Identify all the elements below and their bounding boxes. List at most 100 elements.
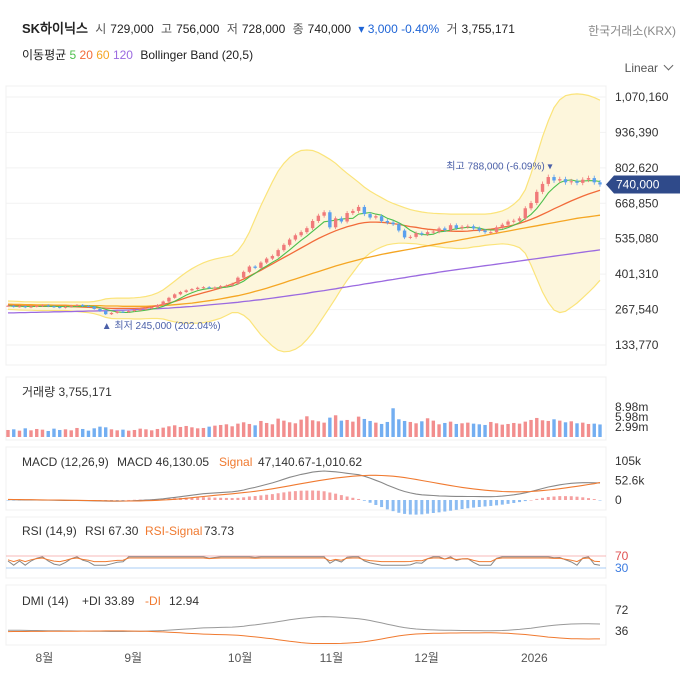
volume-bar [144,429,148,437]
volume-bar [546,420,550,437]
macd-line [7,470,601,502]
volume-bar [420,421,424,437]
macd-histogram-bar [374,500,378,505]
candle-body [172,294,177,298]
candle-body [126,311,131,313]
candle-body [540,183,545,192]
price-axis-tick: 401,310 [615,267,659,281]
ma20-legend[interactable]: 20 [79,48,93,62]
rsi-signal-value: 73.73 [204,524,234,538]
macd-histogram-bar [224,497,228,500]
candle-body [443,228,447,230]
candle-body [270,255,275,259]
volume-bar [391,408,395,437]
macd-histogram-bar [247,496,251,500]
volume-bar [35,428,39,437]
macd-histogram-bar [397,500,401,513]
bollinger-band-area [8,93,600,352]
volume-bar [81,428,85,437]
macd-histogram-bar [518,500,522,503]
candle-body [431,231,436,233]
ma60-legend[interactable]: 60 [96,48,110,62]
candle-body [385,220,390,223]
macd-histogram-bar [443,500,447,512]
candle-body [144,308,148,310]
candle-body [35,306,39,308]
volume-bar [282,420,286,437]
macd-histogram-bar [598,500,602,501]
volume-bar [161,427,165,437]
macd-histogram-bar [230,498,234,500]
scale-mode-select[interactable]: Linear [624,61,658,75]
dmi-minus-line [7,630,600,644]
macd-histogram-bar [236,497,240,500]
candle-body [230,283,234,286]
candle-body [328,212,332,228]
candle-body [184,290,188,292]
volume-bar [270,424,275,437]
volume-label: 거 [446,22,458,36]
macd-histogram-bar [581,497,585,500]
volume-bar [316,421,321,437]
volume-bar [563,422,568,437]
candle-body [454,225,459,229]
macd-histogram-bar [345,496,349,500]
macd-histogram-bar [546,496,550,500]
bollinger-legend[interactable]: Bollinger Band (20,5) [140,48,254,62]
stock-name: SK하이닉스 [22,21,88,36]
macd-histogram-bar [523,500,527,502]
volume-bar [299,419,303,437]
candle-body [17,306,22,308]
macd-signal-label: Signal [219,455,252,469]
candle-body [529,202,533,209]
macd-histogram-bar [282,492,286,500]
volume-bar [408,421,413,437]
ma-label[interactable]: 이동평균 [22,48,67,62]
candle-body [483,230,487,233]
candle-body [218,286,223,288]
macd-histogram-bar [161,498,165,500]
macd-histogram-bar [190,497,194,500]
volume-bar [437,424,441,437]
volume-bar [374,422,378,437]
candle-body [322,212,326,216]
candle-body [86,306,91,308]
ma5-legend[interactable]: 5 [69,48,77,62]
current-price-tag-text: 740,000 [616,177,660,191]
macd-histogram-bar [299,490,303,500]
macd-histogram-bar [121,500,125,501]
candle-body [489,232,493,234]
volume-bar [558,420,562,437]
macd-histogram-bar [288,491,292,500]
macd-histogram-bar [500,500,504,505]
volume-bar [155,428,160,437]
macd-histogram-bar [587,498,591,500]
candle-body [81,304,85,307]
macd-histogram-bar [311,490,315,500]
price-header: SK하이닉스 시 729,000 고 756,000 저 728,000 종 740,0… [22,18,519,37]
candle-body [391,222,395,225]
close-price: 740,000 [307,22,352,36]
candle-body [581,179,585,183]
ma120-legend[interactable]: 120 [112,48,133,62]
candle-body [345,213,349,222]
volume-bar [443,422,447,437]
panel-frame [5,516,607,579]
panel-frame [5,85,607,366]
volume-axis-tick: 5.98m [615,410,648,424]
macd-histogram-bar [351,497,355,500]
macd-histogram-bar [408,500,412,515]
candle-body [356,206,361,211]
volume-bar [190,427,194,437]
price-change: ▾ 3,000 -0.40% [358,22,440,36]
candle-body [402,230,407,238]
volume-bar [253,425,257,437]
macd-histogram-bar [483,500,487,507]
candle-body [425,232,430,235]
volume-bar [6,429,10,437]
candle-body [333,218,338,228]
macd-histogram-bar [362,500,366,501]
volume-bar [535,417,539,437]
